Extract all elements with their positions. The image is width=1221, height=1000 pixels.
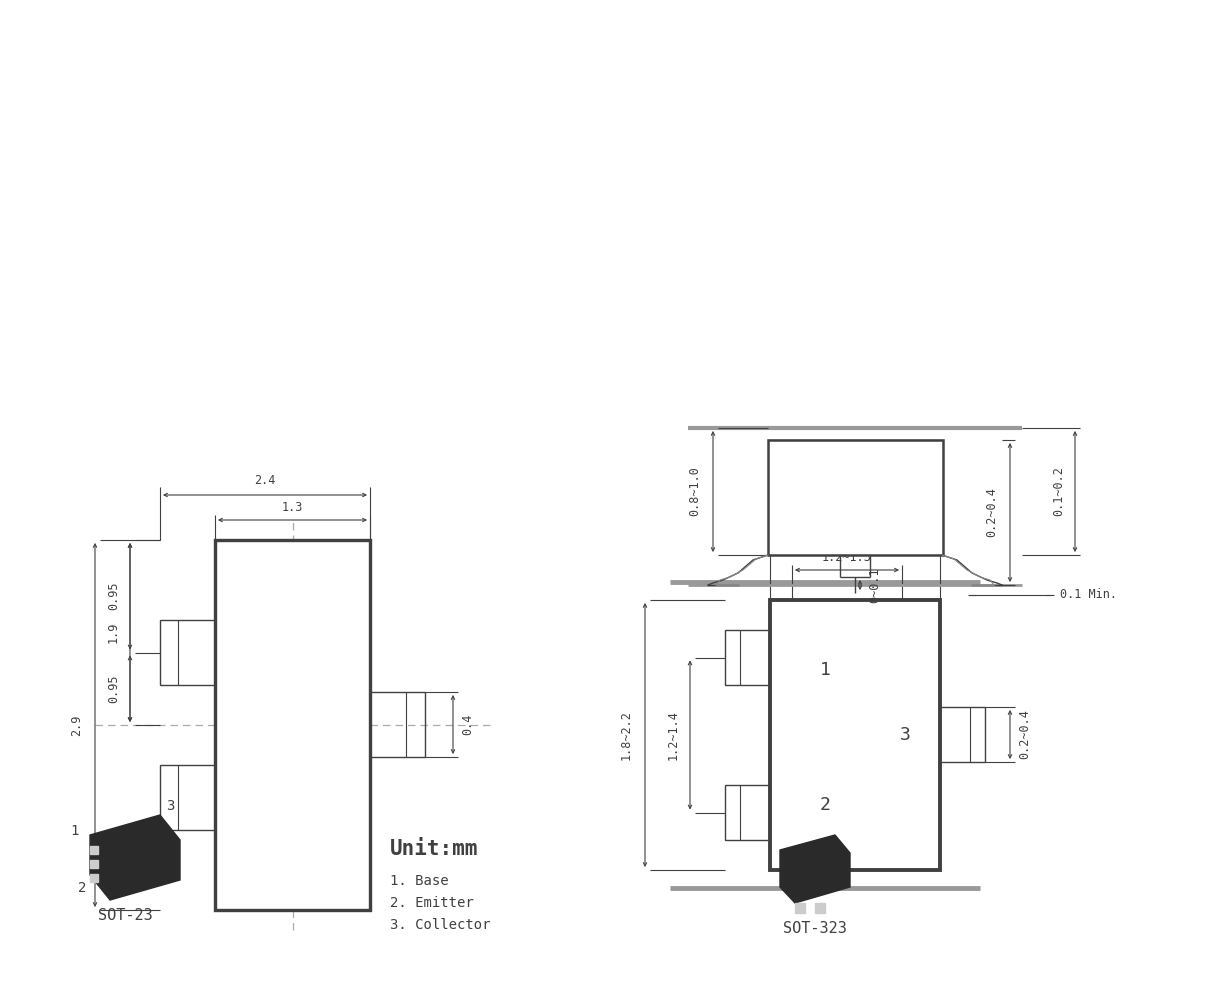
Text: 2: 2 [819,796,830,814]
Text: 0.95: 0.95 [107,582,120,610]
Text: 0~0.1: 0~0.1 [868,567,882,603]
Text: 0.2~0.4: 0.2~0.4 [985,488,998,537]
Polygon shape [90,846,98,854]
Bar [160,620,215,685]
Text: 3. Collector: 3. Collector [389,918,491,932]
Bar [215,540,370,910]
Text: 0.1 Min.: 0.1 Min. [1060,588,1117,601]
Bar [770,600,940,870]
Bar [725,630,770,685]
Text: 0.2~0.4: 0.2~0.4 [1018,710,1031,759]
Text: 1: 1 [71,824,79,838]
Text: 0.95: 0.95 [107,674,120,703]
Bar [370,692,425,757]
Text: SOT-323: SOT-323 [783,921,847,936]
Text: 1: 1 [819,661,830,679]
Text: 1.2~1.3: 1.2~1.3 [822,551,872,564]
Text: 1.9: 1.9 [107,622,120,643]
Polygon shape [90,860,98,868]
Text: Unit:mm: Unit:mm [389,839,479,859]
Bar [940,707,985,762]
Polygon shape [780,835,850,903]
Text: 2.4: 2.4 [254,474,276,487]
Polygon shape [90,815,179,900]
Polygon shape [795,903,805,913]
Polygon shape [814,903,825,913]
Text: 3: 3 [166,799,175,813]
Text: 2: 2 [78,881,87,895]
Text: 1.8~2.2: 1.8~2.2 [620,710,632,760]
Text: 0.1~0.2: 0.1~0.2 [1053,467,1065,516]
Bar [160,765,215,830]
Bar [725,785,770,840]
Text: 1.3: 1.3 [282,501,303,514]
Text: 1.2~1.4: 1.2~1.4 [667,710,680,760]
Text: 2.0~2.2: 2.0~2.2 [830,519,880,532]
Text: 0.8~1.0: 0.8~1.0 [687,467,701,516]
Text: SOT-23: SOT-23 [98,908,153,923]
Text: 2.9: 2.9 [70,714,83,736]
Bar [215,540,370,910]
Text: 2. Emitter: 2. Emitter [389,896,474,910]
Bar [768,440,943,555]
Polygon shape [90,874,98,882]
Text: 0.4: 0.4 [462,714,474,735]
Text: 3: 3 [900,726,911,744]
Text: 1. Base: 1. Base [389,874,448,888]
